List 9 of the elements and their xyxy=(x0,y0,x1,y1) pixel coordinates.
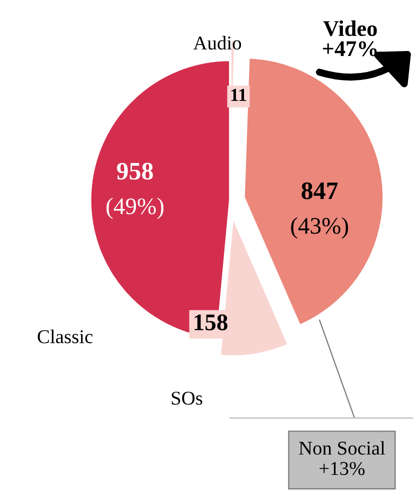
slice-label: Classic xyxy=(38,330,93,344)
text: Non Social +13% xyxy=(299,441,386,476)
data-label: 11 xyxy=(231,88,246,101)
data-label: 847 (43%) xyxy=(291,182,348,239)
text: Video +47% xyxy=(322,20,377,56)
data-label: 158 xyxy=(194,314,228,330)
slice-label: SOs xyxy=(172,392,202,405)
slice-label: Audio xyxy=(193,36,242,50)
data-label: 958 (49%) xyxy=(106,162,164,220)
